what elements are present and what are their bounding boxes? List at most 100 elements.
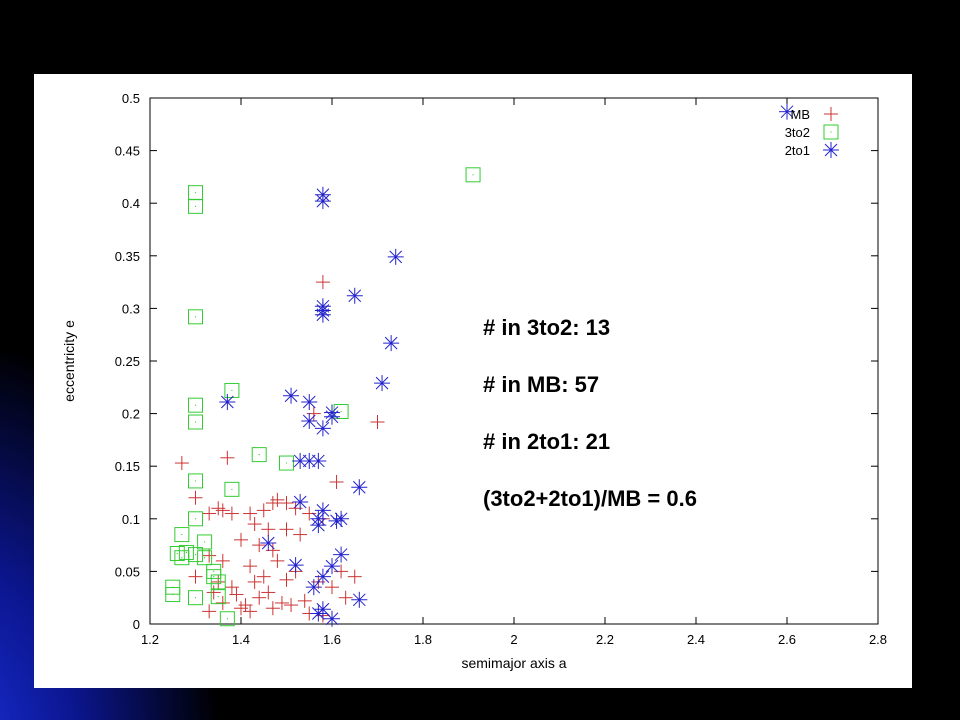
point-2to1 bbox=[346, 287, 363, 304]
legend-label: 2to1 bbox=[785, 143, 810, 158]
x-tick-label: 1.8 bbox=[414, 632, 432, 647]
point-2to1 bbox=[301, 412, 318, 429]
point-MB bbox=[188, 490, 203, 505]
y-tick-label: 0.5 bbox=[122, 91, 140, 106]
y-axis-label: eccentricity e bbox=[61, 320, 77, 402]
point-2to1 bbox=[219, 394, 236, 411]
point-MB bbox=[243, 559, 258, 574]
point-MB bbox=[347, 569, 362, 584]
point-3to2 bbox=[279, 455, 294, 471]
point-MB bbox=[279, 522, 294, 537]
y-tick-label: 0.1 bbox=[122, 512, 140, 527]
point-3to2 bbox=[206, 569, 222, 585]
legend-marker-MB bbox=[824, 107, 838, 121]
point-MB bbox=[202, 506, 217, 521]
point-2to1 bbox=[779, 103, 795, 120]
point-2to1 bbox=[324, 610, 340, 627]
point-MB bbox=[315, 275, 330, 290]
point-2to1 bbox=[383, 335, 400, 352]
y-tick-label: 0.4 bbox=[122, 196, 140, 211]
chart-panel: 1.2 1.4 1.6 1.8 2 2.2 2.4 2.6 2.8 0 0.05 0.1 0.15 0.2… bbox=[34, 74, 912, 688]
point-3to2 bbox=[465, 167, 481, 183]
point-MB bbox=[270, 553, 285, 568]
point-MB bbox=[370, 415, 385, 430]
point-3to2 bbox=[333, 403, 349, 419]
x-tick-label: 2.4 bbox=[687, 632, 705, 647]
point-MB bbox=[188, 569, 203, 584]
point-3to2 bbox=[174, 527, 190, 543]
point-3to2 bbox=[188, 185, 203, 201]
point-2to1 bbox=[310, 605, 327, 622]
point-MB bbox=[224, 580, 239, 595]
point-2to1 bbox=[333, 546, 350, 563]
y-tick-label: 0.25 bbox=[115, 354, 140, 369]
point-MB bbox=[174, 456, 189, 471]
x-tick-label: 1.4 bbox=[232, 632, 250, 647]
legend: MB 3to2 2to1 bbox=[785, 107, 839, 158]
point-MB bbox=[220, 450, 235, 465]
y-tick-label: 0.2 bbox=[122, 407, 140, 422]
x-tick-label: 2.8 bbox=[869, 632, 887, 647]
point-3to2 bbox=[188, 590, 203, 606]
point-3to2 bbox=[197, 550, 213, 566]
legend-marker-2to1 bbox=[823, 142, 839, 158]
point-MB bbox=[329, 474, 344, 489]
point-2to1 bbox=[301, 394, 318, 411]
point-2to1 bbox=[292, 493, 309, 510]
point-2to1 bbox=[260, 534, 277, 551]
point-2to1 bbox=[314, 502, 331, 519]
point-2to1 bbox=[324, 558, 340, 575]
y-tick-label: 0.35 bbox=[115, 249, 140, 264]
point-2to1 bbox=[314, 420, 331, 437]
point-2to1 bbox=[287, 557, 304, 574]
point-3to2 bbox=[178, 544, 194, 560]
point-3to2 bbox=[188, 414, 203, 430]
x-tick-label: 2.2 bbox=[596, 632, 614, 647]
point-MB bbox=[279, 496, 294, 511]
point-3to2 bbox=[219, 611, 235, 627]
point-MB bbox=[215, 553, 230, 568]
point-MB bbox=[252, 538, 267, 553]
point-2to1 bbox=[387, 248, 404, 265]
point-2to1 bbox=[314, 568, 331, 585]
count-2to1-text: # in 2to1: 21 bbox=[483, 429, 611, 454]
count-mb-text: # in MB: 57 bbox=[483, 372, 600, 397]
legend-marker-3to2 bbox=[823, 124, 839, 140]
point-MB bbox=[224, 506, 239, 521]
ratio-text: (3to2+2to1)/MB = 0.6 bbox=[483, 486, 697, 511]
point-MB bbox=[215, 503, 230, 518]
point-MB bbox=[338, 590, 353, 605]
summary-panel: # in 3to2: 13 # in MB: 57 # in 2to1: 21 … bbox=[483, 315, 697, 543]
point-MB bbox=[293, 527, 308, 542]
point-2to1 bbox=[324, 408, 340, 425]
point-3to2 bbox=[165, 587, 181, 603]
point-MB bbox=[302, 506, 317, 521]
point-MB bbox=[325, 580, 339, 595]
y-tick-label: 0.3 bbox=[122, 301, 140, 316]
point-2to1 bbox=[283, 387, 300, 404]
point-3to2 bbox=[188, 309, 203, 325]
point-MB bbox=[274, 595, 289, 610]
x-tick-label: 1.2 bbox=[141, 632, 159, 647]
point-MB bbox=[234, 532, 248, 547]
point-2to1 bbox=[351, 591, 368, 608]
point-MB bbox=[261, 522, 276, 537]
point-3to2 bbox=[188, 511, 203, 527]
point-2to1 bbox=[314, 193, 331, 210]
axis-ticks: 1.2 1.4 1.6 1.8 2 2.2 2.4 2.6 2.8 0 0.05 0.1 0.15 0.2… bbox=[115, 91, 887, 647]
point-MB bbox=[297, 593, 312, 608]
data-points bbox=[165, 103, 795, 627]
point-MB bbox=[229, 587, 244, 602]
x-tick-label: 2.6 bbox=[778, 632, 796, 647]
y-tick-label: 0.15 bbox=[115, 459, 140, 474]
count-3to2-text: # in 3to2: 13 bbox=[483, 315, 611, 340]
y-tick-label: 0 bbox=[133, 617, 140, 632]
point-2to1 bbox=[305, 579, 322, 596]
point-MB bbox=[243, 506, 258, 521]
point-MB bbox=[247, 517, 262, 532]
point-MB bbox=[215, 595, 230, 610]
point-2to1 bbox=[310, 517, 327, 534]
point-3to2 bbox=[197, 534, 213, 550]
point-2to1 bbox=[314, 306, 331, 323]
point-3to2 bbox=[210, 574, 226, 590]
